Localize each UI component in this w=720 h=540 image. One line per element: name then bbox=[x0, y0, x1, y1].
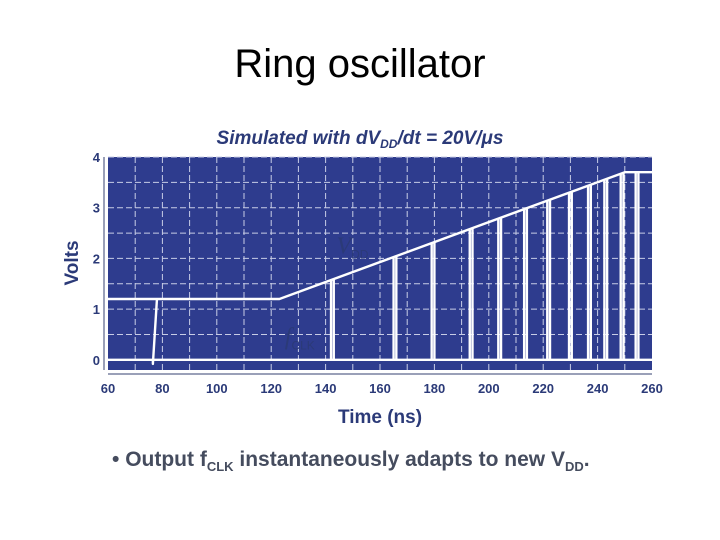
x-tick-label: 260 bbox=[641, 381, 663, 396]
x-tick-label: 140 bbox=[315, 381, 337, 396]
x-tick-label: 160 bbox=[369, 381, 391, 396]
series-line-vdd bbox=[108, 171, 652, 301]
x-tick-label: 60 bbox=[101, 381, 115, 396]
annotations: VDD fCLK bbox=[285, 233, 369, 352]
x-tick-label: 240 bbox=[587, 381, 609, 396]
x-tick-label: 100 bbox=[206, 381, 228, 396]
x-axis-label: Time (ns) bbox=[338, 407, 422, 428]
annotation-label: VDD bbox=[336, 233, 368, 261]
x-tick-label: 80 bbox=[155, 381, 169, 396]
series-line-fclk bbox=[108, 172, 652, 366]
axes bbox=[103, 157, 652, 375]
y-tick-label: 2 bbox=[93, 251, 100, 266]
y-tick-label: 4 bbox=[93, 150, 101, 165]
x-tick-label: 120 bbox=[260, 381, 282, 396]
x-tick-label: 220 bbox=[532, 381, 554, 396]
tick-labels: 60 80 100 120 140 160 180 200 220 240 260 0 1 2 3 4 bbox=[93, 150, 663, 396]
traces bbox=[108, 171, 652, 366]
bullet-text: • Output fCLK instantaneously adapts to … bbox=[112, 448, 590, 475]
y-axis-label: Volts bbox=[62, 240, 83, 285]
annotation-label: fCLK bbox=[285, 325, 315, 353]
slide-title: Ring oscillator bbox=[234, 42, 486, 86]
x-tick-label: 200 bbox=[478, 381, 500, 396]
chart-title: Simulated with dVDD/dt = 20V/μs bbox=[217, 128, 504, 151]
y-tick-label: 1 bbox=[93, 302, 100, 317]
y-tick-label: 3 bbox=[93, 201, 100, 216]
x-tick-label: 180 bbox=[424, 381, 446, 396]
y-tick-label: 0 bbox=[93, 353, 100, 368]
